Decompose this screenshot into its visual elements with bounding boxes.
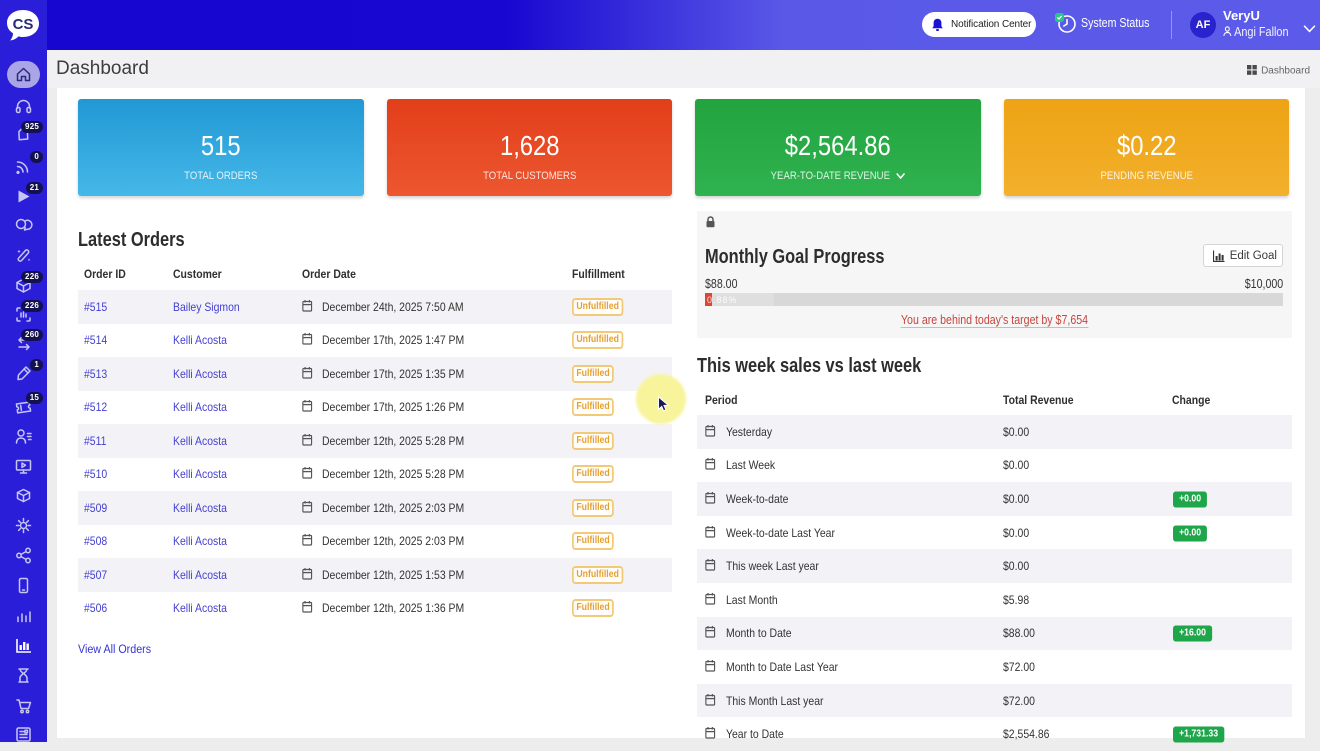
- svg-text:CS: CS: [13, 16, 34, 33]
